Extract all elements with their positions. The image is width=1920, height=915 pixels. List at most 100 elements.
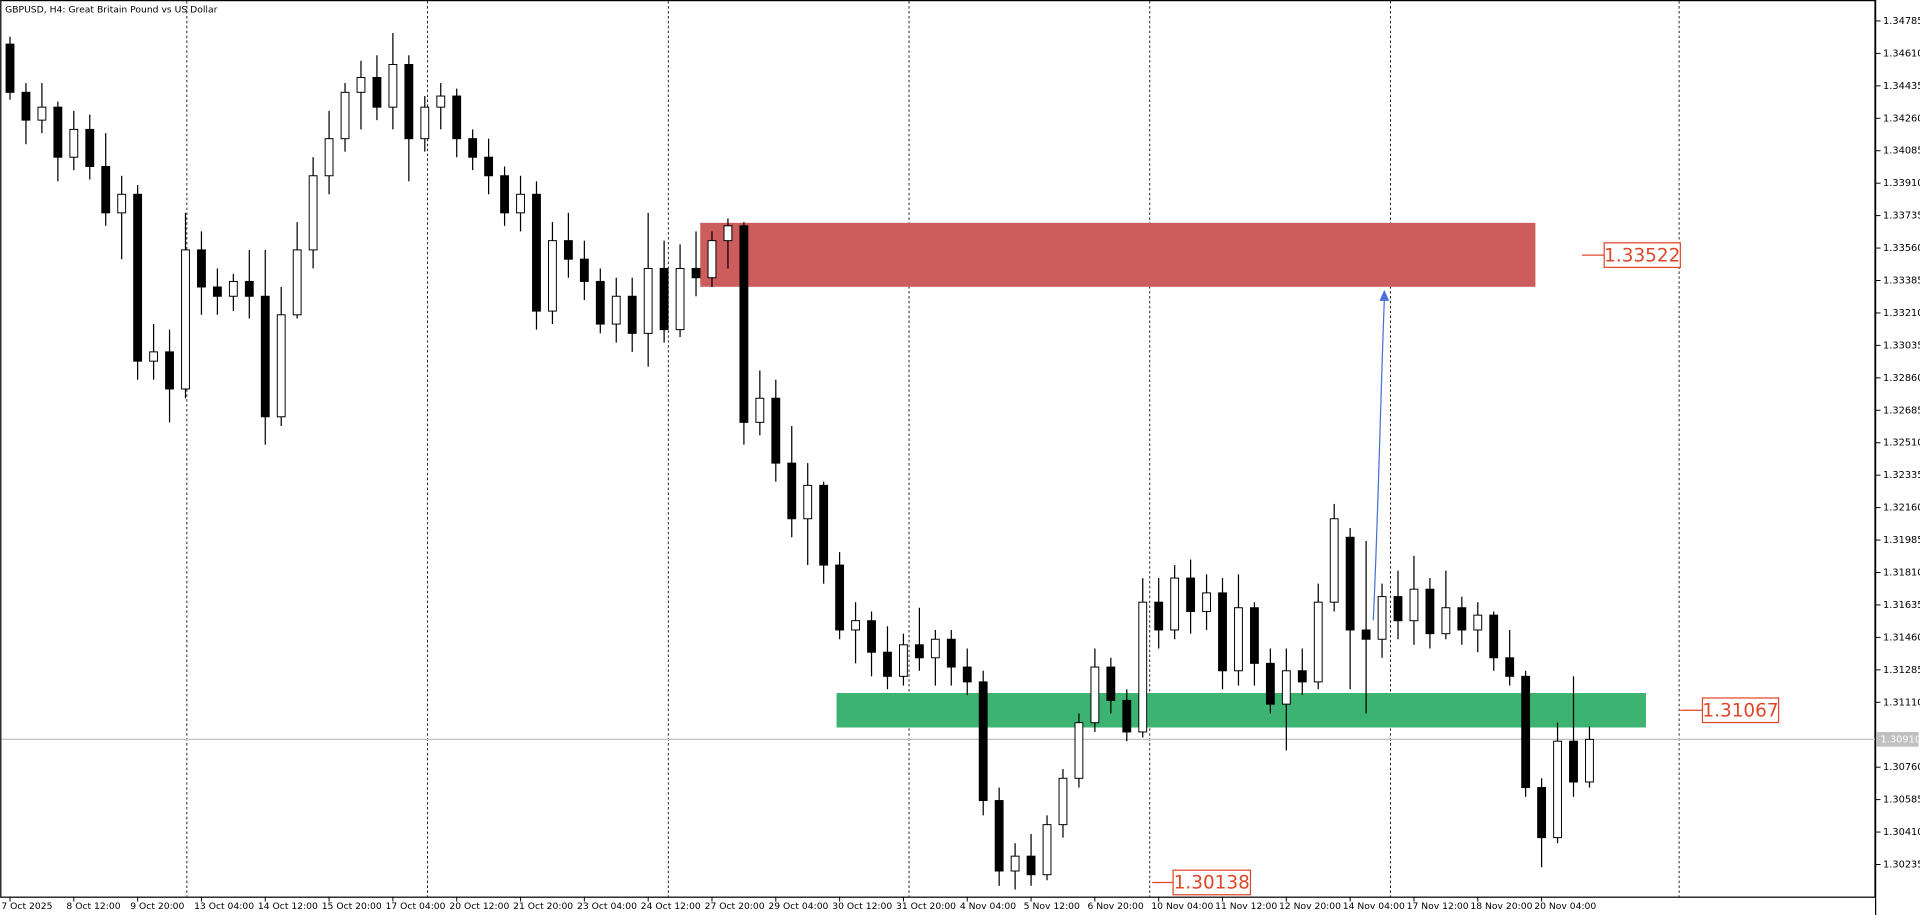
candle-body: [1313, 601, 1323, 683]
candle-body: [69, 128, 79, 158]
y-tick-label: 1.34260: [1883, 113, 1920, 124]
y-tick-label: 1.31985: [1883, 535, 1920, 546]
candle-body: [1409, 588, 1419, 622]
candle-body: [659, 267, 669, 331]
y-tick-label: 1.32685: [1883, 405, 1920, 416]
candle-body: [1122, 699, 1132, 733]
candle-body: [452, 95, 462, 140]
period-separators: [186, 1, 1680, 897]
candle-body: [723, 225, 733, 242]
candle-body: [1218, 592, 1227, 672]
candle-body: [356, 77, 366, 93]
candle-body: [899, 644, 908, 677]
candle-body: [1026, 855, 1036, 876]
y-tick-label: 1.31810: [1883, 568, 1920, 579]
x-tick-label: 6 Nov 20:00: [1088, 901, 1144, 912]
candle-body: [484, 156, 494, 177]
candle-body: [643, 267, 653, 334]
candle-body: [292, 249, 302, 316]
candle-body: [691, 267, 701, 279]
zones: 1.33522 1.31067 1.30138: [1, 222, 1876, 896]
candle-body: [675, 267, 685, 331]
x-tick-label: 4 Nov 04:00: [960, 901, 1016, 912]
candle-body: [1473, 614, 1483, 631]
candle-body: [1505, 657, 1515, 677]
candle-body: [1393, 596, 1403, 622]
candle-body: [1297, 670, 1307, 683]
candle-body: [85, 128, 95, 167]
x-tick-label: 14 Oct 12:00: [258, 901, 318, 912]
plot-frame: [0, 0, 1876, 898]
y-tick-label: 1.34435: [1883, 81, 1920, 92]
arrow-line: [1372, 299, 1385, 621]
candle-body: [1457, 607, 1467, 631]
y-tick-label: 1.30585: [1883, 795, 1920, 806]
candle-body: [883, 651, 892, 677]
zone: [836, 693, 1646, 728]
y-tick-label: 1.32860: [1883, 373, 1920, 384]
x-tick-label: 24 Oct 12:00: [641, 901, 701, 912]
y-tick-label: 1.30235: [1883, 860, 1920, 871]
candle-body: [946, 638, 956, 668]
candle-body: [197, 249, 206, 288]
candle-body: [260, 295, 270, 418]
y-tick-label: 1.33385: [1883, 276, 1920, 287]
candle-body: [707, 240, 717, 279]
y-tick-label: 1.31460: [1883, 632, 1920, 643]
candle-body: [117, 193, 127, 214]
low-label: 1.30138: [1174, 873, 1250, 894]
x-tick-label: 27 Oct 20:00: [705, 901, 765, 912]
candle-body: [867, 620, 876, 653]
zone-label-box: [1603, 242, 1681, 269]
last-price-label: 1.30910: [1881, 734, 1920, 745]
x-tick-label: 5 Nov 12:00: [1024, 901, 1080, 912]
candle-body: [930, 638, 940, 659]
x-tick-label: 31 Oct 20:00: [896, 901, 956, 912]
candle-body: [851, 620, 860, 631]
x-tick-label: 14 Nov 04:00: [1343, 901, 1405, 912]
candle-body: [1090, 666, 1100, 724]
candle-body: [563, 240, 573, 260]
candle-body: [228, 280, 238, 297]
last-price-box: [1876, 731, 1919, 747]
candle-body: [819, 484, 829, 566]
candle-body: [1058, 777, 1068, 826]
candle-body: [244, 280, 254, 297]
candle-body: [436, 95, 446, 108]
candle-body: [1074, 722, 1084, 779]
x-tick-label: 10 Nov 04:00: [1151, 901, 1213, 912]
candle-body: [1553, 740, 1562, 839]
candle-body: [1585, 738, 1594, 783]
x-tick-label: 17 Oct 04:00: [386, 901, 446, 912]
candle-body: [101, 165, 111, 214]
chart-title: GBPUSD, H4: Great Britain Pound vs US Do…: [5, 4, 218, 15]
candle-body: [1345, 536, 1355, 631]
candle-body: [611, 295, 621, 325]
x-tick-label: 17 Nov 12:00: [1407, 901, 1469, 912]
y-tick-label: 1.33035: [1883, 340, 1920, 351]
candle-body: [1281, 670, 1291, 705]
x-tick-label: 30 Oct 12:00: [832, 901, 892, 912]
time-axis: 7 Oct 2025 8 Oct 12:00 9 Oct 20:00 13 Oct 0…: [1, 896, 1596, 912]
zone: [700, 222, 1536, 287]
candle-body: [1361, 629, 1371, 640]
zone-label: 1.33522: [1604, 245, 1680, 266]
y-tick-label: 1.33210: [1883, 308, 1920, 319]
candle-body: [468, 138, 478, 158]
candle-body: [388, 64, 398, 108]
candle-body: [1170, 577, 1180, 631]
x-tick-label: 18 Nov 20:00: [1470, 901, 1532, 912]
candle-body: [420, 106, 430, 140]
y-tick-label: 1.33560: [1883, 243, 1920, 254]
candle-body: [149, 351, 159, 362]
candle-body: [308, 175, 318, 251]
candle-body: [1042, 824, 1052, 876]
y-tick-label: 1.31635: [1883, 600, 1920, 611]
candle-body: [5, 43, 15, 93]
candle-body: [579, 258, 589, 282]
candle-body: [372, 77, 382, 108]
zone-label: 1.31067: [1702, 700, 1778, 721]
x-tick-label: 23 Oct 04:00: [577, 901, 637, 912]
candle-body: [548, 240, 557, 312]
